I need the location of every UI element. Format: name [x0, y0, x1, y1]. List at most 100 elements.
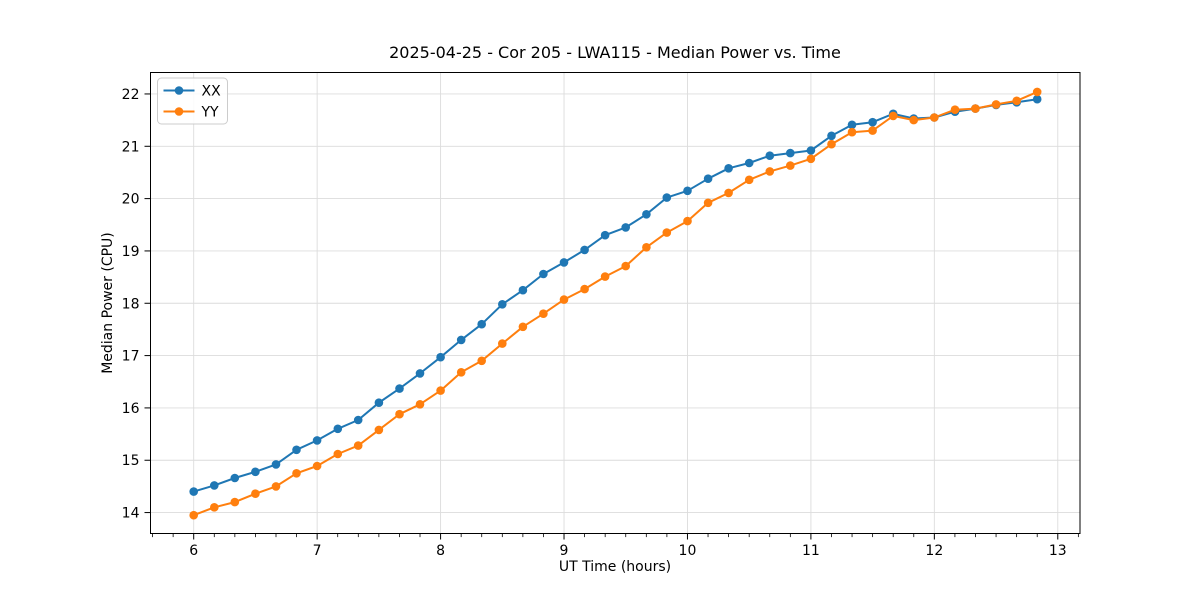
- data-point-marker: [189, 510, 198, 520]
- data-point-marker: [539, 309, 548, 319]
- data-point-marker: [1012, 96, 1021, 106]
- data-point-marker: [971, 104, 980, 113]
- legend-entry-xx: XX: [163, 84, 222, 100]
- data-point-marker: [559, 258, 569, 267]
- data-point-marker: [786, 148, 795, 158]
- series-yy: [189, 87, 1042, 520]
- data-point-marker: [827, 131, 836, 141]
- plot-area: 6 7 8 9 10 11 12 13 14 15 16 17 18 19 20 21 22: [122, 72, 1081, 559]
- data-point-marker: [580, 245, 589, 255]
- data-point-marker: [847, 127, 857, 137]
- chart-title: 2025-04-25 - Cor 205 - LWA115 - Median P…: [389, 43, 841, 62]
- data-point-marker: [230, 497, 240, 507]
- data-point-marker: [765, 167, 775, 176]
- data-point-marker: [498, 339, 507, 348]
- x-tick-label: 13: [1049, 543, 1067, 559]
- data-point-marker: [498, 300, 507, 309]
- data-point-marker: [683, 186, 692, 196]
- data-point-marker: [518, 285, 528, 295]
- data-point-marker: [600, 230, 610, 240]
- y-tick-label: 20: [122, 192, 140, 208]
- data-point-marker: [642, 210, 651, 219]
- y-tick-label: 14: [122, 506, 140, 522]
- data-point-marker: [189, 487, 198, 496]
- data-point-marker: [477, 356, 487, 366]
- x-tick-label: 12: [925, 543, 943, 559]
- data-point-marker: [456, 335, 466, 345]
- x-tick-label: 11: [802, 543, 820, 559]
- data-point-marker: [868, 126, 877, 135]
- data-point-marker: [621, 261, 630, 271]
- data-point-marker: [662, 193, 672, 202]
- data-point-marker: [847, 120, 857, 130]
- data-point-marker: [312, 461, 322, 471]
- legend-marker-sample: [174, 107, 184, 116]
- data-point-marker: [1032, 87, 1042, 97]
- data-point-marker: [456, 368, 466, 377]
- x-axis-label: UT Time (hours): [559, 559, 671, 575]
- gridlines: [150, 72, 1080, 534]
- data-point-marker: [683, 216, 692, 226]
- data-point-marker: [888, 111, 898, 121]
- data-point-marker: [312, 436, 322, 445]
- x-tick-label: 7: [313, 543, 322, 559]
- data-point-marker: [436, 352, 445, 362]
- data-point-marker: [292, 469, 301, 478]
- data-point-marker: [374, 425, 384, 435]
- data-point-marker: [621, 223, 630, 232]
- data-point-marker: [930, 113, 939, 122]
- data-point-marker: [374, 398, 384, 408]
- data-point-marker: [251, 489, 260, 499]
- legend-label: XX: [202, 84, 222, 100]
- data-point-marker: [806, 146, 816, 155]
- data-point-marker: [806, 154, 816, 164]
- data-point-marker: [559, 295, 569, 304]
- data-point-marker: [251, 467, 260, 477]
- data-point-marker: [950, 105, 960, 114]
- data-point-marker: [415, 369, 425, 378]
- data-point-marker: [744, 158, 754, 168]
- x-tick-label: 9: [560, 543, 569, 559]
- data-point-marker: [292, 445, 301, 455]
- data-point-marker: [271, 482, 281, 491]
- data-point-marker: [415, 400, 425, 409]
- data-point-marker: [765, 151, 775, 160]
- data-point-marker: [703, 198, 713, 208]
- legend: XX YY: [157, 77, 228, 125]
- data-point-marker: [518, 322, 528, 332]
- data-point-marker: [333, 449, 343, 459]
- data-point-marker: [539, 269, 548, 279]
- y-axis: 14 15 16 17 18 19 20 21 22: [122, 87, 151, 522]
- data-point-marker: [662, 228, 672, 237]
- y-tick-label: 18: [122, 296, 140, 312]
- data-point-marker: [868, 117, 877, 127]
- data-point-marker: [600, 272, 610, 281]
- y-tick-label: 17: [122, 349, 140, 365]
- y-axis-label: Median Power (CPU): [100, 232, 116, 374]
- y-tick-label: 16: [122, 401, 140, 417]
- x-axis: 6 7 8 9 10 11 12 13: [152, 533, 1079, 559]
- y-tick-label: 22: [122, 87, 140, 103]
- data-point-marker: [353, 415, 363, 425]
- x-tick-label: 10: [679, 543, 697, 559]
- y-tick-label: 21: [122, 139, 140, 155]
- data-point-marker: [271, 460, 281, 469]
- data-point-marker: [210, 503, 219, 512]
- data-point-marker: [210, 481, 219, 490]
- data-point-marker: [230, 473, 240, 483]
- data-point-marker: [991, 100, 1001, 109]
- data-point-marker: [909, 115, 918, 125]
- data-point-marker: [744, 175, 754, 185]
- data-point-marker: [642, 243, 651, 252]
- y-tick-label: 15: [122, 453, 140, 469]
- data-point-marker: [724, 188, 733, 198]
- data-point-marker: [580, 284, 589, 294]
- x-tick-label: 8: [436, 543, 445, 559]
- x-tick-label: 6: [189, 543, 198, 559]
- data-point-marker: [786, 161, 795, 170]
- data-point-marker: [436, 386, 445, 395]
- data-point-marker: [353, 441, 363, 450]
- data-point-marker: [827, 139, 836, 149]
